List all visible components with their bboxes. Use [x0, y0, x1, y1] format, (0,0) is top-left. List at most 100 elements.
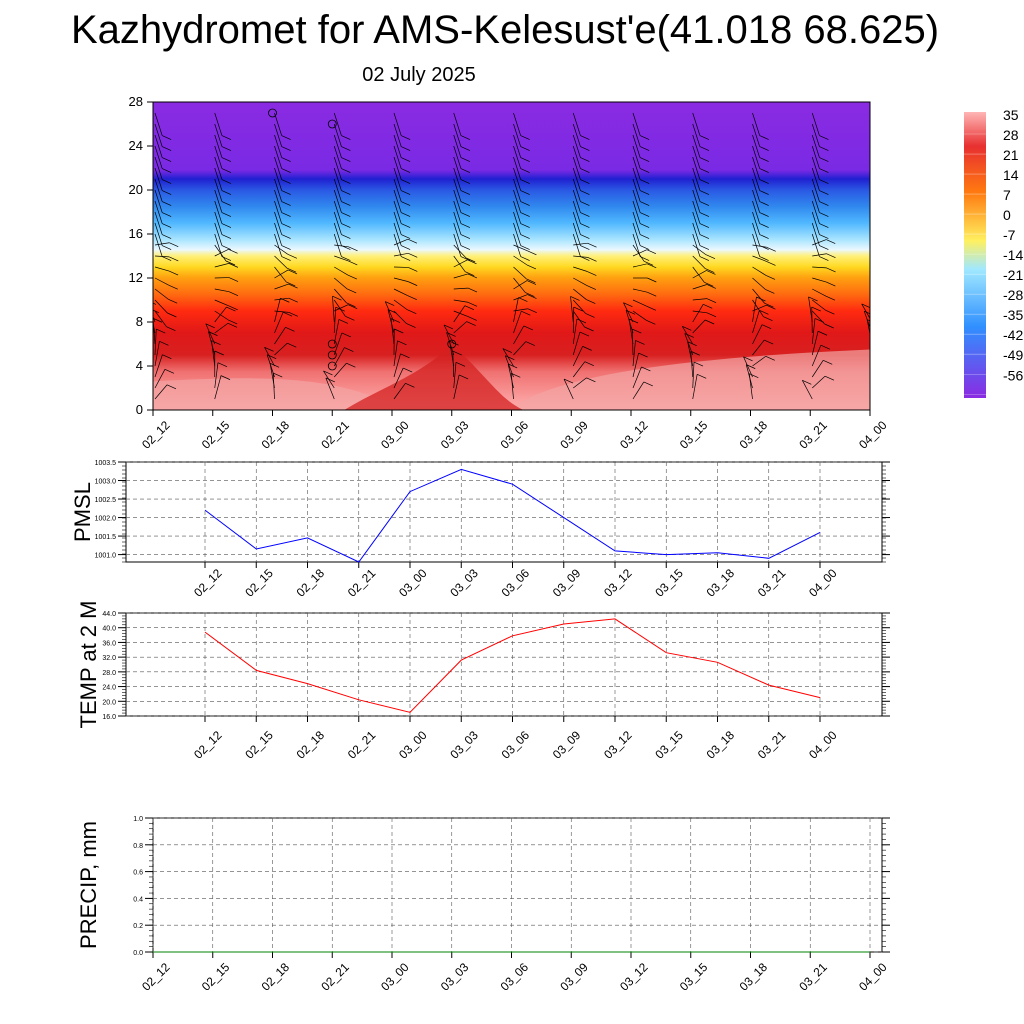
wind-barb — [333, 347, 345, 367]
wind-barb-flag — [156, 328, 166, 334]
wind-barb-flag — [221, 234, 232, 239]
wind-barb-flag — [341, 234, 351, 239]
y-tick-label: 1002.5 — [95, 497, 117, 504]
wind-barb-flag — [580, 256, 590, 261]
wind-barb-flag — [764, 302, 774, 308]
wind-barb — [274, 342, 288, 356]
wind-barb — [572, 200, 581, 224]
wind-barb — [752, 277, 766, 290]
y-tick-label: 44.0 — [102, 611, 116, 618]
wind-barb-flag — [706, 270, 716, 275]
wind-barb-flag — [385, 301, 395, 306]
x-tick-label: 04_00 — [856, 418, 890, 452]
hot-core — [344, 344, 524, 410]
wind-barb — [692, 156, 701, 180]
wind-barb-flag — [460, 146, 471, 151]
wind-barb-flag — [281, 245, 291, 250]
wind-barb-flag — [761, 324, 772, 329]
wind-barb-flag — [401, 146, 411, 151]
wind-barb — [393, 200, 402, 224]
wind-barb — [572, 299, 586, 314]
wind-barb — [513, 134, 521, 158]
wind-barb — [869, 329, 870, 331]
wind-barb-flag — [221, 201, 232, 206]
wind-barb — [632, 233, 641, 257]
wind-barb — [214, 178, 223, 202]
wind-barb-flag — [749, 373, 759, 378]
wind-barb — [692, 362, 695, 389]
x-tick-label: 03_18 — [704, 566, 738, 600]
x-tick-label: 03_03 — [447, 566, 481, 600]
chart-title: Kazhydromet for AMS-Kelesust'e(41.018 68… — [70, 8, 940, 52]
wind-barb — [453, 299, 469, 303]
x-tick-label: 02_12 — [139, 960, 173, 994]
wind-barb-flag — [288, 297, 298, 303]
wind-barb — [333, 189, 342, 213]
wind-barb — [393, 367, 404, 389]
wind-barb-flag — [886, 260, 895, 264]
wind-barb-flag — [460, 212, 471, 217]
wind-barb-flag — [407, 309, 417, 315]
wind-barb — [743, 356, 753, 378]
wind-barb — [684, 333, 694, 356]
wind-barb — [154, 329, 157, 356]
wind-barb-flag — [458, 374, 469, 380]
wind-barb-flag — [640, 146, 650, 151]
wind-barb-flag — [743, 356, 753, 362]
wind-barb — [752, 123, 760, 147]
wind-barb-flag — [640, 223, 650, 228]
wind-barb-flag — [341, 190, 351, 195]
wind-barb — [274, 134, 282, 158]
wind-barb — [752, 222, 760, 246]
wind-barb — [453, 287, 469, 290]
wind-barb — [872, 113, 879, 136]
wind-barb — [692, 270, 707, 279]
wind-barb — [214, 167, 223, 191]
wind-barb-flag — [452, 350, 462, 356]
wind-barb-flag — [264, 346, 274, 352]
series-line — [204, 468, 821, 563]
y-tick-label: 1003.0 — [95, 479, 117, 486]
x-tick-label: 02_15 — [242, 566, 276, 600]
wind-barb-flag — [287, 269, 298, 275]
x-tick-label: 03_06 — [498, 418, 532, 452]
wind-barb — [274, 145, 282, 169]
wind-barb — [274, 255, 288, 269]
wind-barb — [154, 369, 166, 389]
wind-barb — [572, 331, 581, 356]
x-tick-label: 02_18 — [294, 728, 328, 762]
wind-barb-flag — [346, 302, 356, 308]
wind-barb-flag — [632, 328, 642, 334]
wind-barb — [333, 222, 342, 246]
wind-barb — [812, 375, 826, 389]
wind-barb-flag — [281, 146, 291, 151]
wind-barb — [752, 355, 766, 367]
wind-barb — [811, 222, 820, 246]
colorbar-label: 0 — [1003, 207, 1011, 223]
wind-barb — [154, 167, 163, 191]
wind-barb-flag — [699, 157, 710, 162]
wind-barb-flag — [765, 275, 776, 280]
wind-barb-flag — [332, 295, 342, 301]
wind-barb — [812, 288, 827, 297]
wind-barb-flag — [819, 190, 829, 195]
wind-barb-flag — [347, 288, 357, 294]
wind-barb — [572, 156, 581, 180]
wind-barb-flag — [883, 272, 892, 276]
wind-barb-flag — [819, 201, 829, 206]
wind-barb-flag — [221, 245, 232, 250]
wind-barb — [214, 310, 229, 321]
wind-barb — [449, 341, 455, 367]
wind-barb-flag — [699, 190, 710, 195]
wind-barb-flag — [520, 234, 530, 239]
y-tick-label: 0.6 — [133, 870, 143, 877]
wind-barb-flag — [449, 340, 459, 346]
wind-barb — [632, 340, 636, 367]
x-tick-label: 03_21 — [796, 960, 830, 994]
wind-barb — [453, 222, 462, 246]
wind-barb — [632, 222, 641, 246]
wind-barb-flag — [819, 223, 829, 228]
wind-barb — [513, 222, 521, 246]
wind-barb — [573, 288, 587, 300]
wind-barb — [745, 364, 753, 389]
